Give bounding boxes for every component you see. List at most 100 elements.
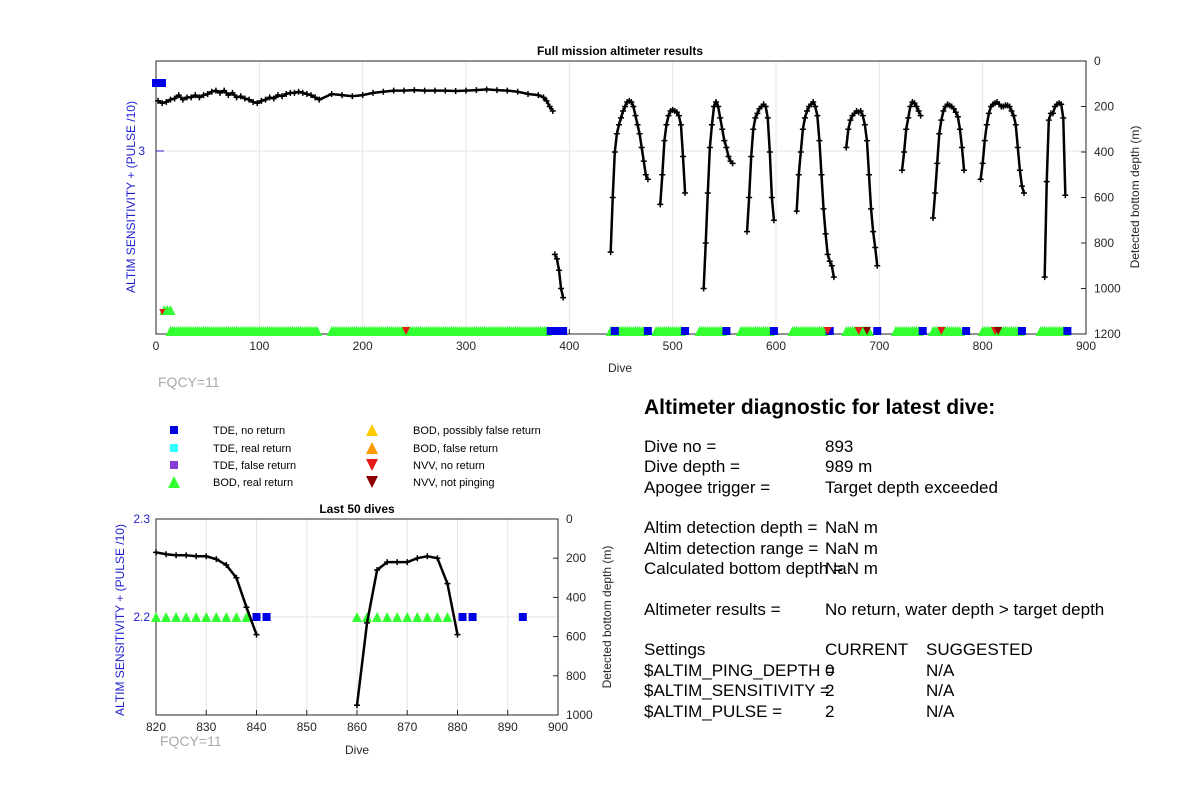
- x-tick-label: 100: [249, 339, 269, 353]
- depth-point: [620, 108, 627, 115]
- depth-point: [799, 126, 806, 133]
- depth-point: [874, 262, 881, 269]
- det-depth-row: Altim detection depth = NaN m: [644, 518, 1184, 539]
- depth-point: [675, 112, 682, 119]
- top-x-axis-label: Dive: [608, 361, 632, 375]
- legend: TDE, no return TDE, real return TDE, false…: [168, 424, 541, 489]
- depth-point: [663, 121, 670, 128]
- depth-point: [636, 130, 643, 137]
- depth-point: [179, 96, 186, 103]
- depth-point: [1016, 167, 1023, 174]
- bottom-marker-row: [151, 612, 527, 622]
- depth-point: [961, 167, 968, 174]
- legend-item: NVV, not pinging: [366, 476, 495, 489]
- depth-point: [932, 189, 939, 196]
- depth-point: [424, 553, 431, 560]
- depth-point: [828, 262, 835, 269]
- ping-label: $ALTIM_PING_DEPTH =: [644, 660, 835, 680]
- tde-marker: [458, 613, 467, 621]
- x-tick-label: 700: [869, 339, 889, 353]
- bod-marker: [366, 442, 378, 454]
- depth-point: [463, 87, 469, 94]
- depth-point: [241, 95, 248, 102]
- bod-marker: [432, 612, 443, 622]
- depth-point: [640, 158, 647, 165]
- depth-point: [677, 121, 684, 128]
- bod-marker: [201, 612, 212, 622]
- tde-marker: [1063, 327, 1072, 335]
- legend-label: NVV, not pinging: [413, 477, 495, 489]
- x-tick-label: 500: [663, 339, 683, 353]
- bod-marker: [412, 612, 423, 622]
- depth-point: [556, 267, 562, 274]
- depth-point: [673, 109, 680, 116]
- depth-point: [845, 126, 852, 133]
- top-grid: [156, 61, 1086, 334]
- depth-point: [680, 153, 686, 160]
- depth-point: [700, 285, 707, 292]
- dive-depth-label: Dive depth =: [644, 457, 740, 476]
- depth-point: [394, 559, 401, 566]
- depth-point: [907, 103, 914, 110]
- depth-point: [859, 112, 866, 119]
- tde-marker: [918, 327, 927, 335]
- depth-point: [203, 553, 210, 560]
- depth-point: [349, 93, 356, 100]
- depth-series-line: [609, 99, 650, 253]
- legend-item: NVV, no return: [366, 459, 485, 472]
- top-left-y-axis-label: ALTIM SENSITIVITY + (PULSE /10): [124, 101, 138, 293]
- depth-point: [750, 126, 757, 133]
- depth-point: [721, 137, 728, 144]
- depth-point: [374, 566, 381, 573]
- depth-point: [950, 105, 957, 112]
- depth-point: [981, 137, 988, 144]
- depth-point: [266, 94, 273, 101]
- x-tick-label: 860: [347, 720, 367, 734]
- depth-point: [204, 90, 211, 97]
- depth-point: [354, 702, 360, 709]
- sensitivity-row: $ALTIM_SENSITIVITY = 2 N/A: [644, 681, 1184, 702]
- bod-marker: [231, 612, 242, 622]
- settings-header-row: Settings CURRENT SUGGESTED: [644, 640, 1184, 661]
- bottom-left-y-tick-1: 2.3: [133, 512, 150, 526]
- y-tick-label: 400: [1094, 145, 1114, 159]
- depth-point: [628, 98, 635, 105]
- legend-item: BOD, possibly false return: [366, 424, 541, 437]
- depth-point: [814, 112, 821, 119]
- depth-point: [638, 144, 645, 151]
- legend-label: BOD, false return: [413, 443, 498, 455]
- bod-marker: [191, 612, 202, 622]
- bod-marker: [312, 326, 323, 336]
- tde-marker: [722, 327, 731, 335]
- depth-point: [715, 103, 722, 110]
- tde-marker: [769, 327, 778, 335]
- depth-point: [820, 205, 827, 212]
- x-tick-label: 880: [447, 720, 467, 734]
- tde-marker: [1017, 327, 1026, 335]
- depth-series-line: [745, 102, 776, 232]
- depth-point: [421, 87, 428, 94]
- x-tick-label: 850: [297, 720, 317, 734]
- depth-point: [155, 97, 162, 104]
- pulse-suggested: N/A: [926, 701, 955, 721]
- bottom-right-y-axis-label: Detected bottom depth (m): [600, 546, 614, 689]
- dive-depth-value: 989 m: [825, 457, 873, 476]
- depth-point: [504, 87, 511, 94]
- depth-point: [188, 94, 195, 101]
- legend-item: BOD, real return: [168, 476, 293, 489]
- bod-marker: [221, 612, 232, 622]
- depth-point: [223, 562, 230, 569]
- depth-point: [163, 98, 170, 105]
- depth-point: [192, 92, 199, 99]
- depth-point: [404, 559, 411, 566]
- depth-point: [822, 230, 829, 237]
- nvv-marker: [159, 309, 166, 315]
- depth-point: [246, 96, 252, 103]
- y-tick-label: 600: [1094, 191, 1114, 205]
- bod-marker: [392, 612, 403, 622]
- depth-point: [607, 249, 614, 256]
- legend-item: BOD, false return: [366, 442, 498, 455]
- depth-point: [167, 96, 174, 103]
- calc-bottom-value: NaN m: [825, 559, 878, 578]
- depth-point: [359, 92, 366, 99]
